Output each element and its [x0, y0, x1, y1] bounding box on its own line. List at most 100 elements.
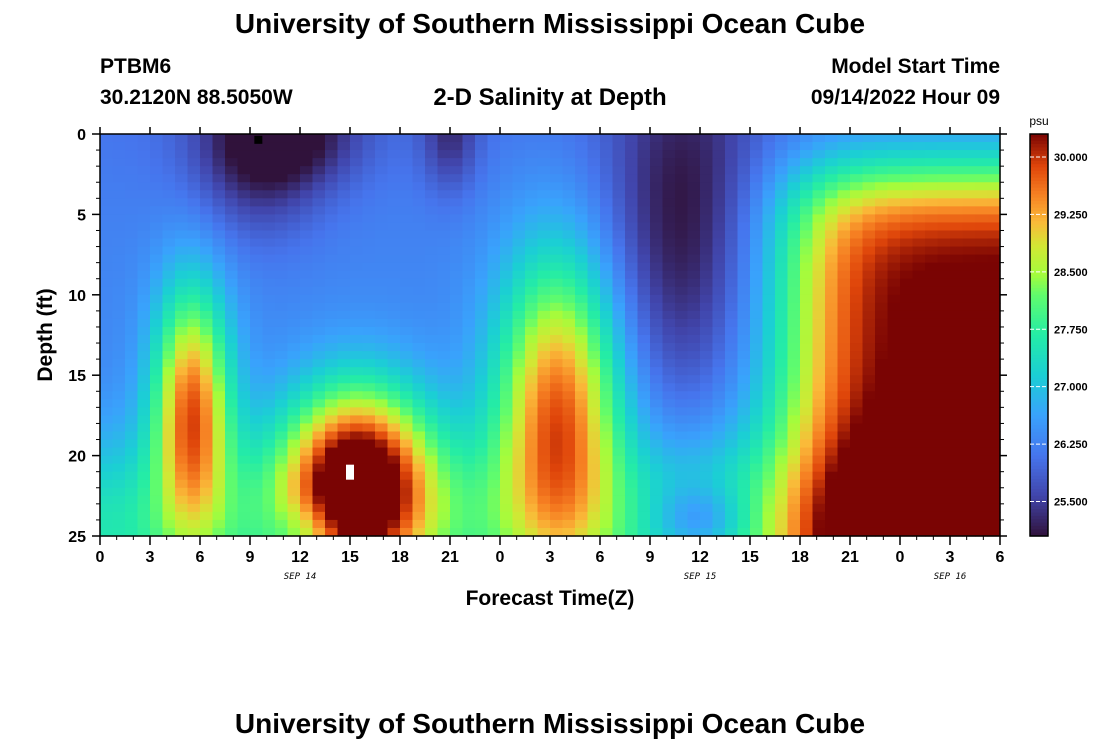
heatmap-cell	[625, 318, 639, 328]
heatmap-cell	[187, 238, 201, 248]
x-axis-label: Forecast Time(Z)	[466, 587, 635, 610]
heatmap-cell	[137, 222, 151, 232]
heatmap-cell	[187, 407, 201, 416]
heatmap-cell	[475, 415, 489, 425]
heatmap-cell	[525, 399, 539, 408]
heatmap-cell	[587, 294, 601, 304]
heatmap-cell	[725, 351, 739, 360]
heatmap-cell	[575, 158, 589, 167]
heatmap-cell	[675, 166, 689, 175]
heatmap-cell	[612, 214, 626, 224]
heatmap-cell	[600, 270, 614, 280]
heatmap-cell	[962, 463, 976, 473]
heatmap-cell	[862, 495, 876, 505]
heatmap-cell	[137, 262, 151, 272]
heatmap-cell	[950, 174, 964, 183]
heatmap-cell	[812, 359, 826, 368]
heatmap-cell	[487, 286, 501, 296]
heatmap-cell	[175, 495, 189, 505]
heatmap-cell	[687, 310, 701, 320]
heatmap-cell	[100, 359, 114, 368]
heatmap-cell	[275, 302, 289, 312]
colorbar-swatch	[1030, 378, 1048, 383]
heatmap-cell	[537, 318, 551, 328]
heatmap-cell	[475, 206, 489, 215]
heatmap-cell	[750, 383, 764, 392]
heatmap-cell	[962, 206, 976, 215]
heatmap-cell	[737, 270, 751, 280]
heatmap-cell	[425, 206, 439, 215]
heatmap-cell	[762, 230, 776, 240]
heatmap-cell	[712, 294, 726, 304]
heatmap-cell	[812, 174, 826, 183]
heatmap-cell	[162, 527, 176, 537]
heatmap-cell	[400, 471, 414, 481]
heatmap-cell	[837, 294, 851, 304]
heatmap-cell	[162, 310, 176, 320]
heatmap-cell	[275, 367, 289, 376]
heatmap-cell	[762, 455, 776, 465]
heatmap-cell	[862, 318, 876, 328]
heatmap-cell	[812, 351, 826, 360]
heatmap-cell	[925, 407, 939, 416]
heatmap-cell	[900, 246, 914, 256]
heatmap-cell	[350, 495, 364, 505]
heatmap-cell	[137, 359, 151, 368]
heatmap-cell	[475, 375, 489, 384]
heatmap-cell	[375, 375, 389, 384]
heatmap-cell	[950, 479, 964, 489]
heatmap-cell	[737, 326, 751, 336]
heatmap-cell	[162, 399, 176, 408]
heatmap-cell	[225, 519, 239, 529]
heatmap-cell	[637, 415, 651, 425]
heatmap-cell	[950, 326, 964, 336]
heatmap-cell	[412, 230, 426, 240]
heatmap-cell	[762, 174, 776, 183]
heatmap-cell	[937, 150, 951, 159]
heatmap-cell	[462, 383, 476, 392]
heatmap-cell	[587, 254, 601, 264]
heatmap-cell	[837, 399, 851, 408]
heatmap-cell	[975, 367, 989, 376]
heatmap-cell	[900, 511, 914, 521]
heatmap-cell	[887, 527, 901, 537]
heatmap-cell	[750, 495, 764, 505]
heatmap-cell	[862, 431, 876, 441]
heatmap-cell	[425, 214, 439, 224]
heatmap-cell	[275, 375, 289, 384]
heatmap-cell	[762, 158, 776, 167]
colorbar: psu25.50026.25027.00027.75028.50029.2503…	[1029, 114, 1088, 537]
heatmap-cell	[275, 359, 289, 368]
heatmap-cell	[312, 166, 326, 175]
heatmap-cell	[675, 447, 689, 457]
heatmap-cell	[750, 367, 764, 376]
heatmap-cell	[612, 399, 626, 408]
heatmap-cell	[712, 335, 726, 344]
heatmap-cell	[825, 471, 839, 481]
heatmap-cell	[450, 270, 464, 280]
heatmap-cell	[362, 294, 376, 304]
heatmap-cell	[587, 134, 601, 143]
heatmap-cell	[437, 503, 451, 513]
heatmap-cell	[187, 391, 201, 400]
heatmap-cell	[612, 479, 626, 489]
heatmap-cell	[337, 310, 351, 320]
heatmap-cell	[837, 326, 851, 336]
heatmap-cell	[825, 190, 839, 199]
heatmap-cell	[975, 310, 989, 320]
heatmap-cell	[587, 278, 601, 288]
heatmap-cell	[450, 166, 464, 175]
heatmap-cell	[850, 206, 864, 215]
heatmap-cell	[125, 198, 139, 207]
heatmap-cell	[800, 222, 814, 232]
heatmap-cell	[587, 270, 601, 280]
colorbar-swatch	[1030, 177, 1048, 182]
heatmap-cell	[762, 326, 776, 336]
heatmap-cell	[500, 367, 514, 376]
heatmap-cell	[300, 190, 314, 199]
heatmap-cell	[537, 278, 551, 288]
heatmap-cell	[387, 519, 401, 529]
heatmap-cell	[912, 431, 926, 441]
heatmap-cell	[325, 343, 339, 352]
colorbar-swatch	[1030, 308, 1048, 313]
